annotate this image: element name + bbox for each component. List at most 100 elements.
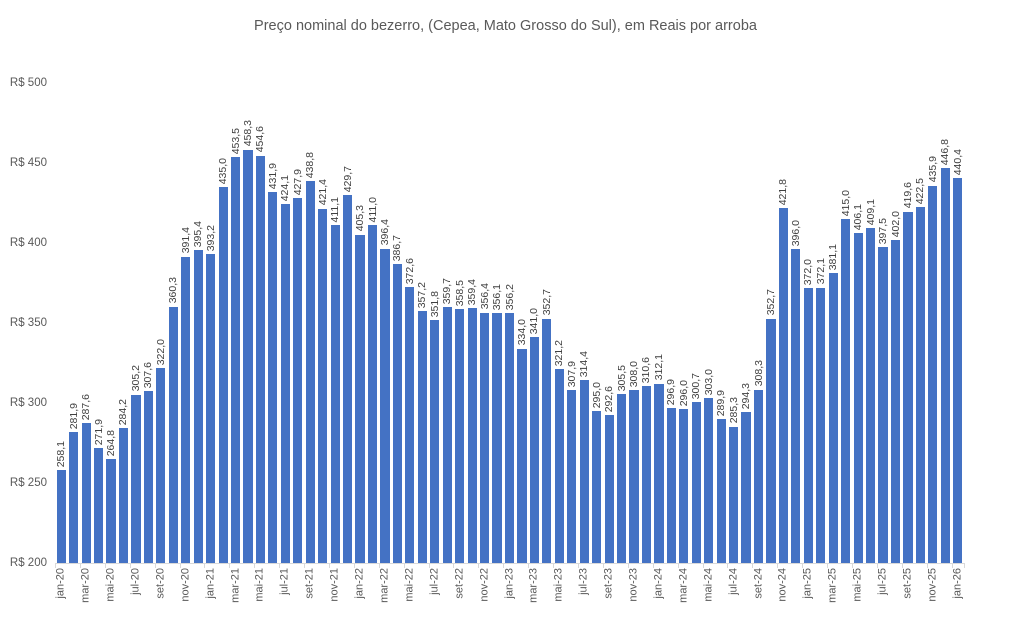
x-axis-label: jan-25 <box>802 568 815 599</box>
x-axis-tick <box>553 563 555 568</box>
bar-value-label: 397,5 <box>877 217 890 244</box>
bar-abr-22 <box>392 264 403 563</box>
bar-value-label: 458,3 <box>241 120 254 147</box>
bar-mai-24 <box>704 398 714 563</box>
x-axis-label: jan-20 <box>54 568 67 599</box>
bar-value-label: 308,0 <box>627 360 640 388</box>
bar-dez-25 <box>940 168 950 563</box>
x-axis-label: jan-23 <box>503 568 516 599</box>
x-axis-tick <box>677 563 679 568</box>
bar-value-label: 264,8 <box>105 430 117 457</box>
bar-value-label: 438,8 <box>304 151 317 178</box>
bar-dez-23 <box>641 386 652 563</box>
x-axis-tick <box>951 563 953 568</box>
x-axis-tick <box>528 563 530 568</box>
x-axis-label: mai-25 <box>851 568 864 602</box>
bar-dez-22 <box>492 313 502 563</box>
x-axis-label: jul-25 <box>876 568 889 595</box>
x-axis-label: set-25 <box>901 568 914 599</box>
x-axis-tick <box>652 563 654 568</box>
x-axis-tick <box>478 563 480 568</box>
bar-ago-23 <box>592 411 602 563</box>
x-axis-label: jan-26 <box>951 568 964 599</box>
chart-title: Preço nominal do bezerro, (Cepea, Mato G… <box>254 18 757 34</box>
bar-value-label: 314,4 <box>578 350 591 377</box>
bar-value-label: 419,6 <box>901 182 914 209</box>
bar-set-23 <box>604 414 614 563</box>
x-axis-tick <box>179 563 181 568</box>
bar-fev-20 <box>69 431 79 563</box>
bar-value-label: 352,7 <box>540 289 553 316</box>
bar-nov-21 <box>330 225 340 563</box>
x-axis-line <box>55 563 965 564</box>
bar-dez-24 <box>791 249 801 563</box>
bar-jun-23 <box>567 390 577 563</box>
bar-value-label: 307,9 <box>565 361 578 388</box>
x-axis-label: jul-21 <box>279 568 292 595</box>
y-axis-label: R$ 300 <box>9 397 47 409</box>
bar-fev-22 <box>367 225 378 563</box>
x-axis-label: jul-24 <box>727 568 740 595</box>
bar-set-25 <box>903 211 913 563</box>
bar-jun-22 <box>417 311 427 563</box>
bar-out-22 <box>467 307 477 563</box>
bar-jan-21 <box>206 253 216 563</box>
bar-set-24 <box>753 389 764 563</box>
bar-mai-25 <box>853 233 863 563</box>
bar-value-label: 296,9 <box>665 378 678 405</box>
x-axis-label: mar-24 <box>677 568 690 603</box>
bar-value-label: 356,4 <box>478 283 491 310</box>
x-axis-tick <box>279 563 281 568</box>
x-axis-label: nov-24 <box>777 568 790 602</box>
y-axis-label: R$ 250 <box>9 477 47 489</box>
y-axis-label: R$ 450 <box>9 157 47 169</box>
bar-value-label: 421,4 <box>316 179 329 206</box>
x-axis-tick <box>901 563 903 568</box>
bar-mar-20 <box>81 422 91 563</box>
bar-value-label: 402,0 <box>889 210 902 237</box>
bar-value-label: 435,9 <box>926 156 939 183</box>
x-axis-label: mar-23 <box>528 568 541 603</box>
bar-mar-23 <box>529 337 539 563</box>
x-axis-tick <box>55 563 56 568</box>
x-axis-tick <box>827 563 829 568</box>
bar-value-label: 396,4 <box>378 219 391 246</box>
bar-value-label: 391,4 <box>179 227 192 254</box>
x-axis-tick <box>304 563 306 568</box>
bar-nov-23 <box>629 390 639 563</box>
bar-value-label: 296,0 <box>677 380 690 407</box>
bar-value-label: 359,4 <box>466 278 479 305</box>
bar-jul-20 <box>131 394 141 563</box>
bar-value-label: 357,2 <box>416 282 429 309</box>
bar-value-label: 427,9 <box>291 169 304 196</box>
x-axis-tick <box>428 563 430 568</box>
x-axis-label: mai-20 <box>104 568 117 602</box>
bar-value-label: 334,0 <box>515 319 528 346</box>
bar-value-label: 258,1 <box>55 440 68 468</box>
x-axis-tick <box>577 563 579 568</box>
bar-nov-22 <box>479 312 490 563</box>
x-axis-tick <box>403 563 405 568</box>
y-axis-label: R$ 200 <box>9 557 47 569</box>
bar-out-20 <box>168 306 178 563</box>
y-axis-label: R$ 400 <box>9 237 47 249</box>
bar-out-23 <box>616 394 627 563</box>
bar-value-label: 393,2 <box>204 224 217 251</box>
x-axis-tick <box>802 563 804 568</box>
x-axis-tick <box>702 563 704 568</box>
bar-value-label: 307,6 <box>142 361 155 388</box>
x-axis-label: set-21 <box>303 568 316 599</box>
bar-jun-21 <box>268 191 278 563</box>
bar-value-label: 285,3 <box>727 397 740 424</box>
bar-value-label: 303,0 <box>702 368 715 396</box>
x-axis-tick <box>378 563 380 568</box>
x-axis-tick <box>926 563 928 568</box>
bar-set-20 <box>156 367 166 563</box>
x-axis-label: mai-23 <box>552 568 565 602</box>
bar-nov-24 <box>778 208 789 563</box>
x-axis-label: set-22 <box>453 568 466 599</box>
bar-jul-23 <box>579 379 589 563</box>
x-axis-tick <box>353 563 355 568</box>
x-axis-label: mar-20 <box>79 568 92 603</box>
x-axis-label: jan-24 <box>652 568 665 599</box>
